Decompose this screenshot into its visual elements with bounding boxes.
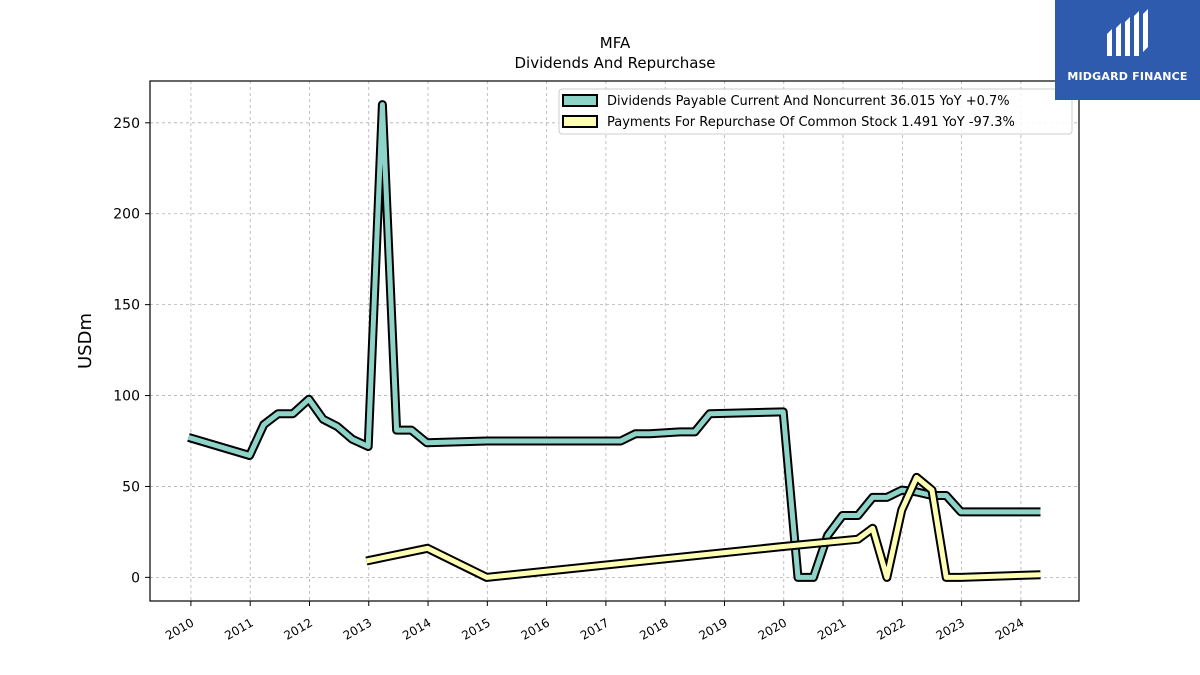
x-tick-label: 2017 [578, 615, 611, 642]
y-tick-label: 200 [113, 207, 140, 223]
x-tick-label: 2023 [934, 615, 967, 642]
chart-title: MFA [600, 34, 631, 52]
x-tick-label: 2013 [341, 615, 374, 642]
chart-subtitle: Dividends And Repurchase [514, 54, 715, 72]
y-tick-label: 0 [131, 570, 140, 586]
legend-swatch-0 [562, 94, 598, 107]
brand-logo: MIDGARD FINANCE [1055, 0, 1200, 100]
x-tick-label: 2016 [519, 615, 552, 642]
x-tick-label: 2022 [874, 615, 907, 642]
legend-label-0: Dividends Payable Current And Noncurrent… [607, 94, 1010, 109]
y-tick-label: 150 [113, 298, 140, 314]
series-line-0 [187, 102, 1041, 580]
series-line-1 [365, 474, 1041, 580]
x-tick-label: 2010 [163, 615, 196, 642]
y-tick-label: 100 [113, 389, 140, 405]
series-outline-0 [187, 100, 1041, 582]
y-axis-label: USDm [75, 313, 96, 369]
x-tick-label: 2011 [222, 615, 255, 642]
y-tick-label: 250 [113, 116, 140, 132]
legend: Dividends Payable Current And Noncurrent… [558, 88, 1073, 135]
brand-name: MIDGARD FINANCE [1067, 70, 1188, 83]
legend-box [558, 88, 1073, 135]
legend-label-1: Payments For Repurchase Of Common Stock … [607, 115, 1015, 130]
x-tick-label: 2019 [697, 615, 730, 642]
x-tick-label: 2018 [637, 615, 670, 642]
x-tick-label: 2015 [459, 615, 492, 642]
x-tick-label: 2021 [815, 615, 848, 642]
y-tick-label: 50 [122, 479, 140, 495]
x-tick-label: 2014 [400, 615, 433, 642]
series-layer [187, 100, 1041, 582]
x-tick-label: 2020 [756, 615, 789, 642]
x-tick-label: 2012 [282, 615, 315, 642]
x-tick-label: 2024 [993, 615, 1026, 642]
legend-swatch-1 [562, 115, 598, 128]
brand-mark-icon [1107, 9, 1148, 56]
plot-frame [149, 80, 1080, 602]
